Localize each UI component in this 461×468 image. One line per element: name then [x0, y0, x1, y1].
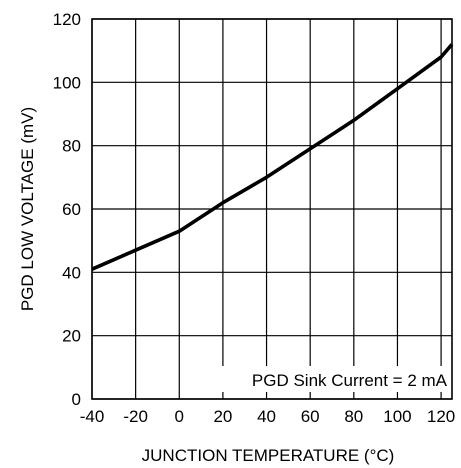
- annotation-background: [190, 366, 450, 392]
- y-tick-label: 120: [53, 10, 81, 29]
- x-tick-labels: -40 -20 0 20 40 60 80 100 120: [80, 407, 456, 426]
- x-axis-title: JUNCTION TEMPERATURE (°C): [142, 446, 395, 465]
- plot-frame: [91, 18, 453, 400]
- y-tick-labels: 0 20 40 60 80 100 120: [53, 10, 81, 409]
- x-tick-label: 0: [175, 407, 184, 426]
- series-line: [91, 43, 454, 271]
- x-tick-label: 60: [301, 407, 320, 426]
- x-tick-label: 40: [257, 407, 276, 426]
- x-tick-label: 120: [427, 407, 455, 426]
- y-axis-title: PGD LOW VOLTAGE (mV): [18, 107, 37, 311]
- y-tick-label: 20: [62, 327, 81, 346]
- x-tick-label: 80: [344, 407, 363, 426]
- x-tick-label: -40: [80, 407, 105, 426]
- x-tick-label: -20: [123, 407, 148, 426]
- annotation-text: PGD Sink Current = 2 mA: [252, 371, 448, 390]
- y-tick-label: 0: [72, 390, 81, 409]
- x-tick-label: 20: [213, 407, 232, 426]
- y-tick-label: 100: [53, 73, 81, 92]
- y-tick-label: 80: [62, 137, 81, 156]
- x-tick-label: 100: [383, 407, 411, 426]
- y-tick-label: 40: [62, 263, 81, 282]
- y-tick-label: 60: [62, 200, 81, 219]
